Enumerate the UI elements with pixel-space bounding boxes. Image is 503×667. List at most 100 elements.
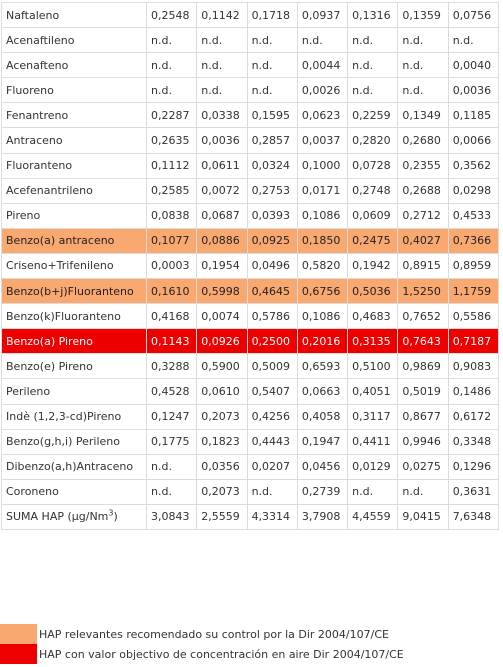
total-value-cell: 4,3314 [246,503,298,530]
value-cell: 0,5820 [296,252,349,280]
value-cell: 0,0926 [196,328,248,355]
value-cell: 0,0207 [246,453,298,480]
value-cell: 0,1942 [347,252,399,280]
legend-swatch-red [0,644,37,664]
total-value-cell: 4,4559 [347,503,399,530]
value-cell: 0,5900 [196,353,248,380]
compound-name-cell: Acenaftileno [1,27,147,54]
compound-name-cell: Perileno [1,378,147,405]
value-cell: 0,1486 [447,378,500,405]
table-row: Fluoranteno 0,1112 0,0611 0,0324 0,1000 0,072… [1,152,500,179]
value-cell: 0,3631 [447,478,500,505]
value-cell: 0,2548 [145,1,198,29]
hap-table-body: Naftaleno 0,2548 0,1142 0,1718 0,0937 0,1316 0… [1,1,500,530]
value-cell: 0,0003 [145,252,198,280]
value-cell: 0,5100 [347,353,399,380]
value-cell: 0,1947 [296,428,349,455]
compound-name-cell: Fluoreno [1,77,147,104]
value-cell: 0,2680 [397,127,449,154]
table-row: Benzo(a) antraceno 0,1077 0,0886 0,0925 0,18… [1,227,500,254]
value-cell: 0,0074 [196,303,248,330]
value-cell: 0,4051 [347,378,399,405]
value-cell: 0,2585 [145,177,198,204]
value-cell: n.d. [347,52,399,79]
value-cell: 0,2820 [347,127,399,154]
value-cell: 0,7187 [447,328,500,355]
value-cell: 1,5250 [397,278,449,305]
compound-name-cell: Criseno+Trifenileno [1,252,147,280]
value-cell: 0,6756 [296,278,349,305]
compound-name-cell: Acefenantrileno [1,177,147,204]
value-cell: 0,3117 [347,403,399,430]
value-cell: n.d. [397,478,449,505]
value-cell: 0,1086 [296,202,349,229]
total-label-superscript: 3 [108,508,114,518]
value-cell: 0,2688 [397,177,449,204]
value-cell: 0,4443 [246,428,298,455]
legend-text-target-value: HAP con valor objectivo de concentración… [39,647,404,661]
value-cell: 0,2073 [196,478,248,505]
total-value-cell: 2,5559 [196,503,248,530]
table-row: Acenafteno n.d. n.d. n.d. 0,0044 n.d. n.d. 0,00… [1,52,500,79]
compound-name-cell: Benzo(g,h,i) Perileno [1,428,147,455]
value-cell: 0,3562 [447,152,500,179]
table-row: Acenaftileno n.d. n.d. n.d. n.d. n.d. n.d. n.d. [1,27,500,54]
value-cell: 0,2739 [296,478,349,505]
compound-name-cell: Antraceno [1,127,147,154]
value-cell: 0,4645 [246,278,298,305]
value-cell: n.d. [145,52,198,79]
compound-name-cell: Benzo(k)Fluoranteno [1,303,147,330]
table-row: Benzo(a) Pireno 0,1143 0,0926 0,2500 0,2016 0… [1,328,500,355]
value-cell: 0,5036 [347,278,399,305]
compound-name-cell: Benzo(a) antraceno [1,227,147,254]
legend-swatch-orange [0,624,37,644]
value-cell: 0,6172 [447,403,500,430]
value-cell: 0,1359 [397,1,449,29]
value-cell: 0,2016 [296,328,349,355]
value-cell: 0,2712 [397,202,449,229]
value-cell: n.d. [397,52,449,79]
value-cell: 0,0886 [196,227,248,254]
total-value-cell: 3,7908 [296,503,349,530]
table-row: Benzo(k)Fluoranteno 0,4168 0,0074 0,5786 0,1… [1,303,500,330]
table-row: Fenantreno 0,2287 0,0338 0,1595 0,0623 0,2259… [1,102,500,129]
table-row: Benzo(g,h,i) Perileno 0,1775 0,1823 0,4443 0… [1,428,500,455]
value-cell: 0,1000 [296,152,349,179]
value-cell: 0,9869 [397,353,449,380]
table-row: Benzo(b+j)Fluoranteno 0,1610 0,5998 0,4645 0… [1,278,500,305]
table-row: Antraceno 0,2635 0,0036 0,2857 0,0037 0,2820 0… [1,127,500,154]
value-cell: 0,2475 [347,227,399,254]
total-value-cell: 3,0843 [145,503,198,530]
table-row: Indè (1,2,3-cd)Pireno 0,1247 0,2073 0,4256 0… [1,403,500,430]
value-cell: 0,0324 [246,152,298,179]
value-cell: 0,3348 [447,428,500,455]
value-cell: 0,1296 [447,453,500,480]
table-row: Dibenzo(a,h)Antraceno n.d. 0,0356 0,0207 0,0… [1,453,500,480]
value-cell: 0,0611 [196,152,248,179]
value-cell: 0,0610 [196,378,248,405]
value-cell: 0,0356 [196,453,248,480]
value-cell: 0,5586 [447,303,500,330]
value-cell: 0,1610 [145,278,198,305]
compound-name-cell: Indè (1,2,3-cd)Pireno [1,403,147,430]
value-cell: 0,9946 [397,428,449,455]
value-cell: 0,3288 [145,353,198,380]
value-cell: 0,0066 [447,127,500,154]
compound-name-cell: Benzo(e) Pireno [1,353,147,380]
value-cell: n.d. [196,52,248,79]
value-cell: 0,2259 [347,102,399,129]
value-cell: n.d. [347,27,399,54]
value-cell: 0,0838 [145,202,198,229]
value-cell: 0,1247 [145,403,198,430]
value-cell: 0,1823 [196,428,248,455]
value-cell: 0,6593 [296,353,349,380]
value-cell: 0,0026 [296,77,349,104]
value-cell: 0,0171 [296,177,349,204]
value-cell: 0,0036 [196,127,248,154]
table-row: Perileno 0,4528 0,0610 0,5407 0,0663 0,4051 0,… [1,378,500,405]
value-cell: 0,1142 [196,1,248,29]
compound-name-cell: Coroneno [1,478,147,505]
value-cell: n.d. [397,27,449,54]
table-row: Criseno+Trifenileno 0,0003 0,1954 0,0496 0,5… [1,252,500,280]
value-cell: 0,0609 [347,202,399,229]
